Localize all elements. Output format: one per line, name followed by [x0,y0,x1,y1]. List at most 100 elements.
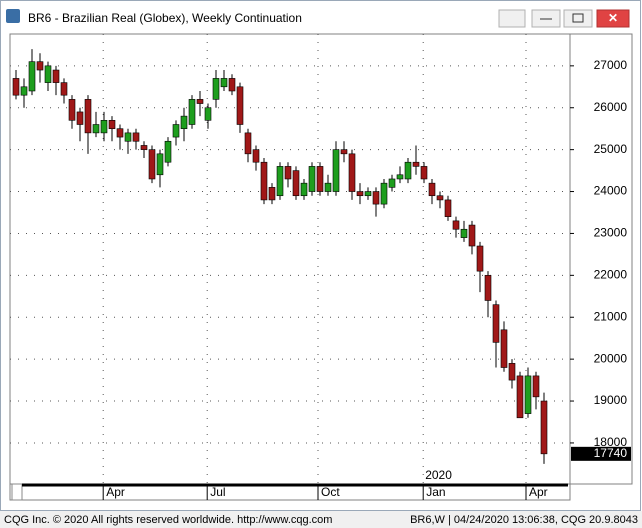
candle-body [444,199,452,217]
y-tick-label: 20000 [594,351,628,365]
candle-body [452,220,460,230]
candle-body [300,182,308,197]
candle-body [524,375,532,414]
status-bar [0,511,642,528]
candle-body [468,224,476,247]
candle-body [148,149,156,180]
close-icon: ✕ [608,11,618,25]
candle-body [44,65,52,83]
y-tick-label: 18000 [594,435,628,449]
candle-body [356,191,364,197]
candle-body [20,86,28,96]
candle-body [92,124,100,134]
candle-body [164,140,172,163]
window-title: BR6 - Brazilian Real (Globex), Weekly Co… [28,11,302,25]
candle-body [116,128,124,138]
close-button[interactable] [596,9,630,28]
y-tick-label: 27000 [594,58,628,72]
price-axis [569,33,633,485]
plot-area [9,33,571,485]
candle-body [212,78,220,100]
candle-body [36,61,44,71]
candle-body [268,187,276,201]
candle-body [532,375,540,398]
candle-body [244,132,252,155]
candle-body [348,153,356,192]
candle-body [76,111,84,125]
y-tick-label: 24000 [594,184,628,198]
x-tick-label: Oct [321,485,340,499]
x-tick-label: Jul [210,485,225,499]
app-icon [6,9,20,23]
candle-body [52,69,60,83]
candle-body [420,166,428,180]
candle-body [188,99,196,125]
candle-body [460,228,468,238]
candle-body [364,191,372,197]
candle-body [100,120,108,134]
status-right: BR6,W | 04/24/2020 13:06:38, CQG 20.9.80… [410,514,638,526]
candle-body [12,78,20,96]
candle-body [316,166,324,192]
last-price-label: 17740 [594,446,628,460]
candle-body [236,86,244,125]
candle-body [284,166,292,180]
candle-body [28,61,36,92]
candle-body [404,161,412,180]
candle-body [492,304,500,343]
candle-body [156,153,164,176]
candle-body [476,245,484,272]
candle-body [252,149,260,163]
x-tick-label: Apr [106,485,125,499]
candle-body [436,195,444,201]
candle-body [332,149,340,192]
candle-body [508,363,516,381]
candle-body [484,275,492,301]
candle-body [108,120,116,129]
y-tick-label: 21000 [594,309,628,323]
x-tick-label: Jan [426,485,445,499]
candle-body [180,115,188,129]
candle-body [324,182,332,192]
last-price-box [571,446,631,461]
candle-body [276,166,284,197]
y-tick-label: 26000 [594,100,628,114]
candle-body [172,124,180,138]
candle-body [60,82,68,96]
window-border [0,0,641,511]
maximize-button[interactable] [563,9,593,28]
candle-body [84,99,92,134]
link-button[interactable] [498,9,526,28]
candle-body [380,182,388,205]
candle-body [428,182,436,197]
candle-body [68,99,76,121]
candle-body [500,329,508,368]
candle-body [228,78,236,92]
candle-body [292,170,300,197]
candle-body [340,149,348,155]
candle-body [196,99,204,104]
candle-body [372,191,380,205]
candle-body [308,166,316,192]
candle-body [260,161,268,201]
candle-body [516,375,524,419]
candle-body [220,78,228,88]
candle-body [140,145,148,150]
y-tick-label: 23000 [594,226,628,240]
status-left: CQG Inc. © 2020 All rights reserved worl… [4,514,332,526]
candle-body [388,178,396,188]
scroll-thumb[interactable] [11,483,23,501]
y-tick-label: 19000 [594,393,628,407]
chart: 18000 19000 20000 21000 22000 23000 24000 25000… [10,34,631,500]
candle-body [396,174,404,180]
candle-body [412,161,420,167]
candle-body [124,132,132,142]
y-tick-label: 22000 [594,268,628,282]
y-tick-label: 25000 [594,142,628,156]
icon [572,13,584,23]
x-tick-label: Apr [529,485,548,499]
candle-body [132,132,140,142]
year-label: 2020 [425,468,452,482]
candle-body [540,400,548,455]
